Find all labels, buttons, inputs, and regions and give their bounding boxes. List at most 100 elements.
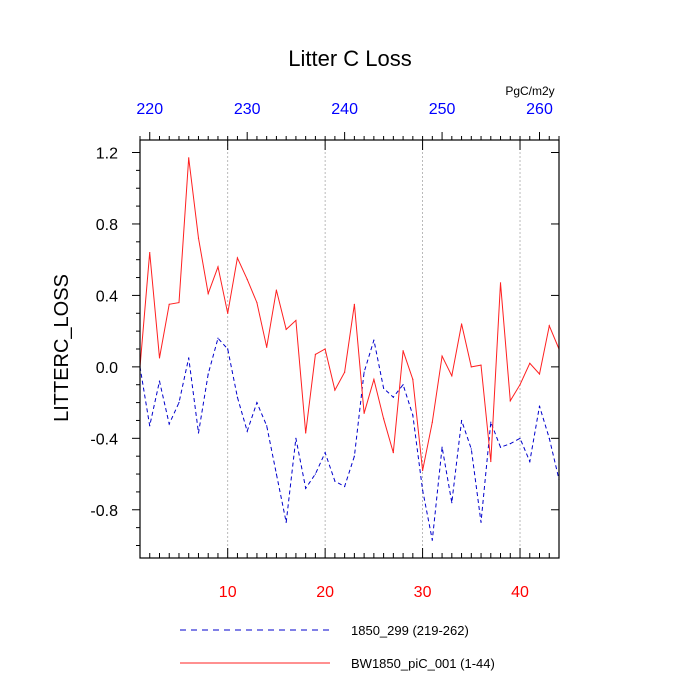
data-point	[188, 357, 190, 359]
data-point	[499, 282, 502, 284]
data-point	[529, 460, 531, 463]
data-point	[412, 378, 414, 380]
series-layer	[139, 157, 560, 541]
data-point	[275, 289, 278, 291]
series-line-2	[139, 157, 560, 471]
axis-ticks: 10 20 30 40 220 230 240 250 260 1.2 0.8 0.4 0.0 -0.4 -…	[90, 101, 560, 601]
data-point	[217, 266, 219, 268]
data-point	[178, 401, 180, 404]
data-point	[451, 502, 453, 504]
data-point	[314, 353, 316, 355]
data-point	[246, 278, 248, 280]
data-point	[275, 473, 278, 475]
data-point	[168, 423, 170, 425]
data-point	[451, 375, 453, 377]
data-point	[480, 364, 482, 366]
plot-frame	[139, 139, 560, 559]
data-point	[490, 460, 492, 463]
data-point	[334, 389, 336, 391]
data-point	[256, 401, 258, 404]
data-point	[207, 293, 209, 295]
data-point	[363, 371, 365, 373]
data-point	[538, 373, 541, 375]
data-point	[266, 346, 268, 348]
x-tick-label-bottom: 10	[219, 584, 237, 601]
data-point	[207, 373, 209, 375]
data-point	[353, 455, 355, 457]
data-point	[363, 412, 365, 414]
data-point	[344, 371, 346, 373]
data-point	[480, 521, 482, 523]
y-axis-label: LITTERC_LOSS	[51, 274, 73, 422]
legend-label-1: 1850_299 (219-262)	[351, 623, 469, 638]
data-point	[334, 480, 336, 482]
data-point	[460, 419, 463, 422]
data-point	[529, 362, 531, 364]
data-point	[470, 448, 472, 450]
data-point	[236, 396, 239, 398]
data-point	[266, 425, 268, 427]
data-point	[402, 384, 404, 386]
y-tick-label: -0.4	[90, 431, 118, 448]
data-point	[188, 157, 190, 159]
data-point	[392, 396, 394, 398]
x-tick-label-top: 250	[429, 101, 456, 118]
data-point	[158, 357, 161, 359]
data-point	[256, 301, 258, 304]
data-point	[509, 400, 511, 402]
x-tick-label-bottom: 30	[414, 584, 432, 601]
data-point	[412, 414, 414, 416]
data-point	[490, 421, 492, 423]
data-point	[441, 446, 443, 448]
y-tick-label: 0.0	[96, 360, 118, 377]
data-point	[470, 366, 472, 368]
data-point	[460, 323, 463, 325]
data-point	[373, 378, 375, 380]
data-point	[314, 473, 316, 475]
data-point	[227, 312, 229, 314]
data-point	[285, 328, 287, 330]
data-point	[402, 350, 404, 352]
vertical-gridlines	[227, 140, 521, 558]
data-point	[158, 380, 161, 382]
y-tick-label: 1.2	[96, 146, 118, 163]
data-point	[383, 418, 385, 420]
x-tick-label-top: 260	[526, 101, 553, 118]
data-point	[373, 339, 375, 341]
series-line-1	[139, 337, 560, 541]
data-point	[324, 348, 326, 350]
x-tick-label-top: 220	[136, 101, 163, 118]
x-tick-label-top: 230	[234, 101, 261, 118]
data-point	[548, 437, 550, 439]
data-point	[392, 452, 394, 454]
x-tick-label-bottom: 20	[316, 584, 334, 601]
data-point	[431, 421, 433, 423]
data-point	[519, 437, 521, 439]
units-label: PgC/m2y	[505, 84, 554, 98]
data-point	[344, 485, 346, 488]
data-point	[217, 337, 219, 339]
data-point	[149, 425, 151, 427]
data-point	[236, 257, 239, 259]
data-point	[246, 430, 248, 432]
data-point	[383, 387, 385, 389]
data-point	[519, 384, 521, 386]
data-point	[305, 487, 307, 489]
data-point	[509, 443, 511, 445]
legend-label-2: BW1850_piC_001 (1-44)	[351, 656, 495, 671]
data-point	[431, 539, 433, 541]
data-point	[197, 237, 200, 239]
data-point	[499, 446, 502, 448]
data-point	[227, 348, 229, 350]
data-point	[295, 437, 297, 439]
data-point	[441, 355, 443, 357]
x-tick-label-top: 240	[331, 101, 358, 118]
y-tick-label: -0.8	[90, 503, 118, 520]
chart-title: Litter C Loss	[288, 46, 412, 71]
data-point	[324, 452, 326, 454]
data-point	[548, 325, 550, 327]
legend: 1850_299 (219-262) BW1850_piC_001 (1-44)	[180, 623, 495, 671]
data-point	[285, 521, 287, 523]
data-point	[421, 469, 424, 472]
